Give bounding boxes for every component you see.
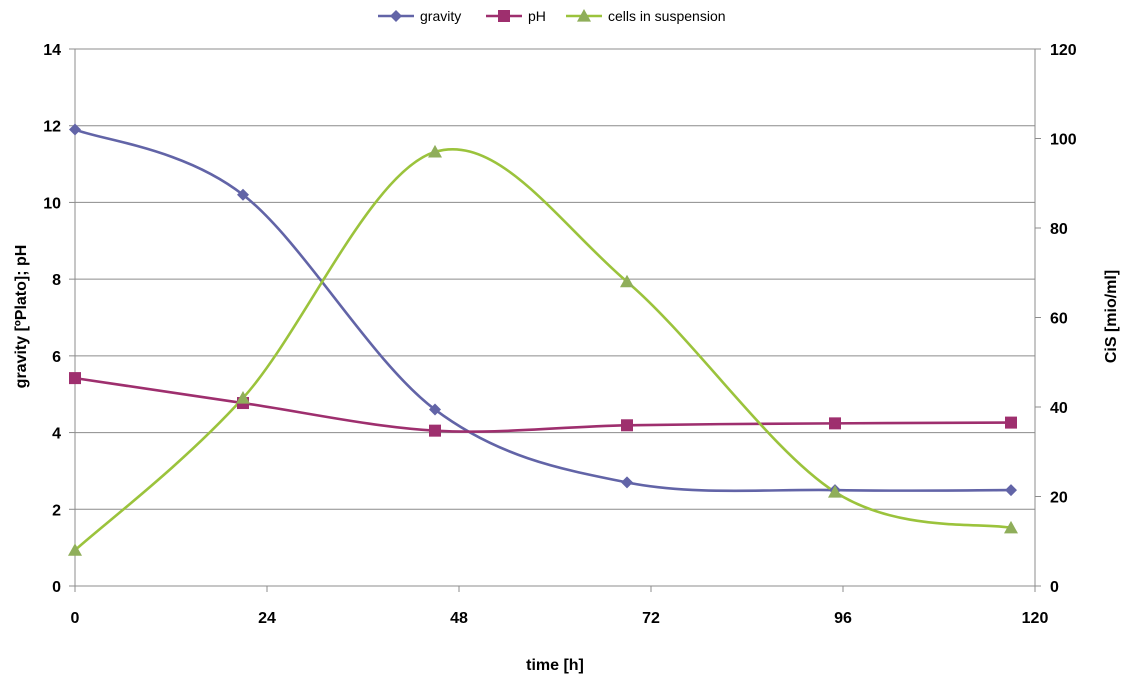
legend-marker (390, 10, 402, 22)
data-point (69, 123, 81, 136)
y2-tick-label: 40 (1050, 400, 1068, 417)
series-line-pH (73, 376, 1013, 433)
y2-tick-label: 120 (1050, 42, 1077, 59)
data-point (621, 476, 633, 489)
x-axis-title: time [h] (526, 657, 584, 674)
y-tick-label: 4 (52, 426, 61, 443)
x-tick-label: 48 (450, 610, 468, 627)
data-point (237, 188, 249, 201)
data-point (236, 391, 250, 404)
legend-label: gravity (420, 8, 461, 24)
y2-tick-label: 80 (1050, 221, 1068, 238)
y-tick-label: 0 (52, 579, 61, 596)
data-point (69, 372, 81, 385)
y2-tick-label: 100 (1050, 132, 1077, 149)
y-tick-label: 6 (52, 349, 61, 366)
data-point (428, 144, 442, 158)
data-point (68, 543, 82, 556)
x-tick-label: 72 (642, 610, 660, 627)
y2-axis-title: CiS [mio/ml] (1103, 270, 1120, 363)
legend: gravity pH cells in suspension (378, 8, 726, 24)
y-tick-label: 8 (52, 272, 61, 289)
gridlines (75, 48, 1035, 587)
y-tick-label: 12 (43, 119, 61, 136)
y-tick-label: 2 (52, 502, 61, 519)
y2-tick-label: 20 (1050, 490, 1068, 507)
legend-marker (498, 10, 510, 22)
y2-tick-label: 60 (1050, 311, 1068, 328)
series-lines (73, 128, 1013, 552)
data-point (1005, 484, 1017, 497)
y-axis-title: gravity [ºPlato]; pH (13, 245, 30, 389)
data-point (429, 403, 441, 416)
legend-label: pH (528, 8, 546, 24)
x-tick-label: 0 (71, 610, 80, 627)
data-point (829, 417, 841, 430)
data-point (429, 424, 441, 437)
y-tick-label: 10 (43, 195, 61, 212)
series-markers (68, 123, 1018, 556)
data-point (828, 485, 842, 498)
legend-label: cells in suspension (608, 8, 726, 24)
series-line-gravity (73, 128, 1013, 493)
y2-tick-label: 0 (1050, 579, 1059, 596)
x-tick-label: 24 (258, 610, 276, 627)
data-point (620, 274, 634, 288)
data-point (621, 419, 633, 432)
x-tick-label: 96 (834, 610, 852, 627)
x-tick-label: 120 (1022, 610, 1049, 627)
legend-marker (577, 9, 591, 22)
y-tick-label: 14 (43, 42, 61, 59)
data-point (1005, 416, 1017, 429)
data-point (1004, 520, 1018, 534)
